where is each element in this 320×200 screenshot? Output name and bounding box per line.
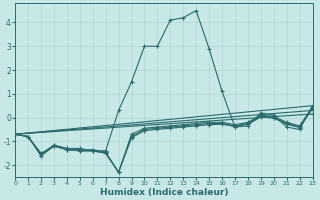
X-axis label: Humidex (Indice chaleur): Humidex (Indice chaleur) (100, 188, 228, 197)
